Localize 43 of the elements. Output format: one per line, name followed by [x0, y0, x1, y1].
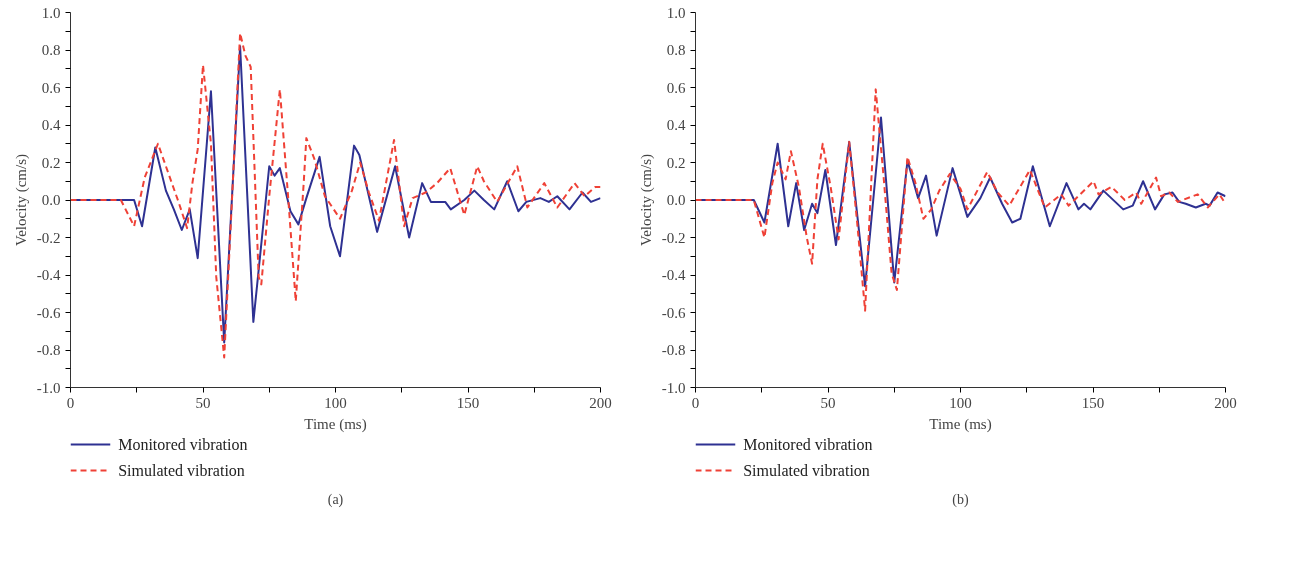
y-tick-label: 0.4 [41, 117, 61, 133]
line-series [695, 88, 1226, 312]
y-tick-label: -0.8 [36, 342, 61, 358]
x-tick-label: 200 [1214, 394, 1237, 411]
y-tick-label: 0.0 [666, 192, 686, 208]
legend-label: Monitored vibration [118, 436, 248, 453]
x-tick-label: 100 [949, 394, 972, 411]
y-tick-label: 0.6 [41, 79, 61, 96]
x-axis-title: Time (ms) [929, 415, 992, 433]
x-tick-label: 50 [195, 394, 211, 411]
legend-label: Simulated vibration [743, 462, 870, 479]
x-tick-label: 0 [691, 394, 700, 411]
y-tick-label: -0.6 [36, 304, 61, 321]
text: (b) [952, 491, 969, 508]
y-tick-label: -0.2 [36, 229, 61, 246]
y-axis-title: Velocity (cm/s) [637, 153, 655, 247]
y-axis-title: Velocity (cm/s) [12, 153, 30, 247]
y-tick-label: 1.0 [41, 4, 61, 21]
y-tick-label: 0.6 [666, 79, 686, 96]
y-tick-label: 0.8 [666, 42, 686, 58]
y-tick-label: 1.0 [666, 4, 686, 21]
x-tick-label: 100 [324, 394, 347, 411]
y-tick-label: 0.8 [41, 42, 61, 58]
legend-label: Monitored vibration [743, 436, 873, 453]
x-tick-label: 150 [1081, 394, 1105, 411]
y-tick-label: -1.0 [36, 379, 61, 396]
x-axis-title: Time (ms) [304, 415, 367, 433]
x-tick-label: 150 [456, 394, 480, 411]
y-tick-label: -0.8 [661, 342, 686, 358]
x-tick-label: 200 [589, 394, 612, 411]
y-tick-label: -0.4 [36, 267, 61, 283]
y-tick-label: -0.2 [661, 229, 686, 246]
x-tick-label: 0 [66, 394, 75, 411]
y-tick-label: 0.2 [41, 154, 61, 171]
y-tick-label: -0.6 [661, 304, 686, 321]
y-tick-label: 0.0 [41, 192, 61, 208]
text: (a) [327, 491, 344, 508]
x-tick-label: 50 [820, 394, 836, 411]
y-tick-label: -0.4 [661, 267, 686, 283]
y-tick-label: 0.2 [666, 154, 686, 171]
y-tick-label: -1.0 [661, 379, 686, 396]
y-tick-label: 0.4 [666, 117, 686, 133]
legend-label: Simulated vibration [118, 462, 245, 479]
